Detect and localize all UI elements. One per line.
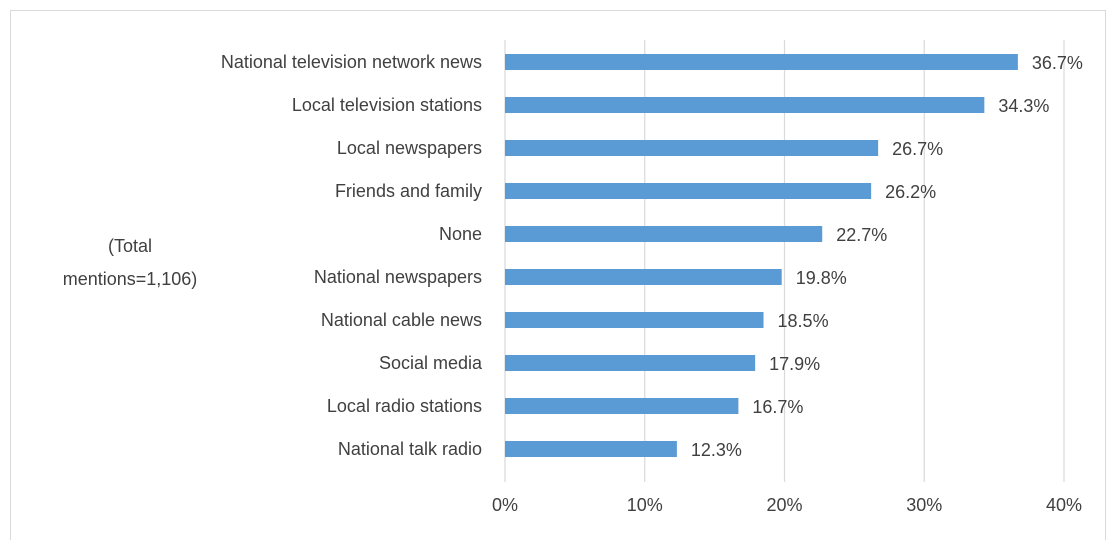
category-label: Local radio stations xyxy=(327,396,482,416)
x-tick-label: 10% xyxy=(627,495,663,515)
bars xyxy=(505,54,1018,457)
bar xyxy=(505,97,985,113)
value-label: 26.7% xyxy=(892,139,943,159)
category-label: Social media xyxy=(379,353,483,373)
bar xyxy=(505,54,1018,70)
value-label: 34.3% xyxy=(998,96,1049,116)
category-label: None xyxy=(439,224,482,244)
bar xyxy=(505,355,756,371)
x-tick-label: 20% xyxy=(766,495,802,515)
chart-frame xyxy=(10,10,1106,540)
bar xyxy=(505,183,872,199)
value-label: 12.3% xyxy=(691,440,742,460)
total-mentions-note-line-1: (Total xyxy=(108,236,152,256)
bar xyxy=(505,226,823,242)
bar xyxy=(505,312,764,328)
value-label: 22.7% xyxy=(836,225,887,245)
value-label: 26.2% xyxy=(885,182,936,202)
gridlines xyxy=(504,40,1065,482)
value-label: 36.7% xyxy=(1032,53,1083,73)
total-mentions-note-line-2: mentions=1,106) xyxy=(63,269,198,289)
x-tick-label: 0% xyxy=(492,495,518,515)
category-label: Local newspapers xyxy=(337,138,482,158)
value-label: 17.9% xyxy=(769,354,820,374)
bar xyxy=(505,140,879,156)
category-label: National television network news xyxy=(221,52,482,72)
category-label: Local television stations xyxy=(292,95,482,115)
value-label: 18.5% xyxy=(778,311,829,331)
bar xyxy=(505,269,782,285)
value-label: 16.7% xyxy=(752,397,803,417)
bar xyxy=(505,398,739,414)
bar xyxy=(505,441,677,457)
category-label: National talk radio xyxy=(338,439,482,459)
x-tick-label: 40% xyxy=(1046,495,1082,515)
value-label: 19.8% xyxy=(796,268,847,288)
horizontal-bar-chart: 0% 10% 20% 30% 40% National television networ… xyxy=(63,40,1083,515)
x-tick-label: 30% xyxy=(906,495,942,515)
labels: 0% 10% 20% 30% 40% National television networ… xyxy=(221,52,1083,515)
category-label: Friends and family xyxy=(335,181,482,201)
category-label: National newspapers xyxy=(314,267,482,287)
category-label: National cable news xyxy=(321,310,482,330)
